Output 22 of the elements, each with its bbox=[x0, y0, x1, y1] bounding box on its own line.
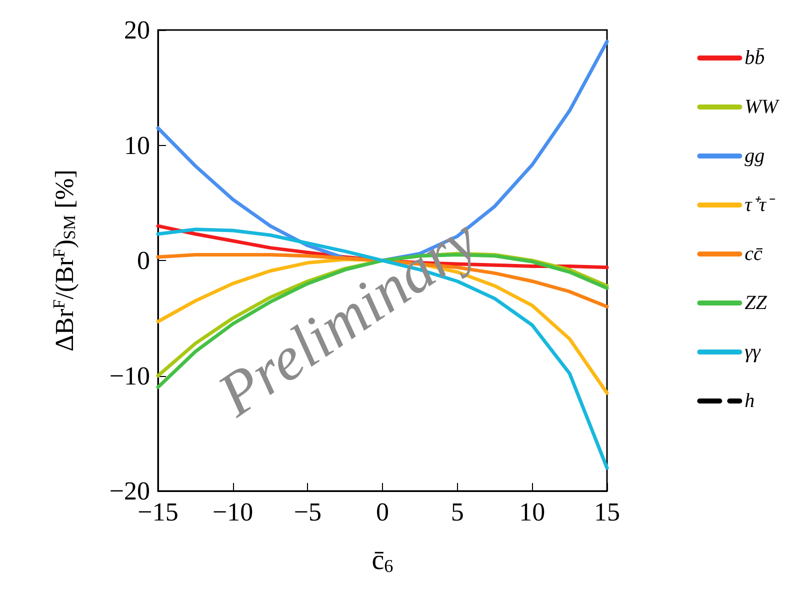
legend-label: h bbox=[744, 390, 755, 412]
legend-label: bb̄ bbox=[744, 47, 765, 69]
x-axis-title: c̄6 bbox=[372, 545, 394, 576]
legend-label: τ⁺τ⁻ bbox=[744, 194, 776, 216]
legend-label: WW bbox=[744, 96, 780, 118]
legend-label: γγ bbox=[744, 341, 762, 363]
y-tick-label: −20 bbox=[109, 476, 150, 506]
x-tick-label: 5 bbox=[450, 498, 464, 526]
x-tick-label: 10 bbox=[519, 498, 546, 526]
legend-label: ZZ bbox=[744, 292, 768, 314]
x-tick-label: −10 bbox=[212, 498, 254, 526]
y-tick-label: 10 bbox=[124, 130, 150, 160]
y-tick-label: −10 bbox=[109, 361, 150, 390]
line-series bbox=[156, 228, 609, 470]
y-tick-label: 20 bbox=[124, 16, 150, 44]
legend-label: gg bbox=[744, 145, 765, 167]
x-tick-label: 0 bbox=[376, 498, 389, 526]
x-tick-label: 15 bbox=[594, 498, 620, 526]
legend-label: cc̄ bbox=[744, 243, 763, 265]
x-tick-label: −5 bbox=[294, 498, 322, 526]
y-tick-label: 0 bbox=[137, 246, 150, 275]
y-axis-title: ΔBrF/(BrF)SM [%] bbox=[50, 170, 79, 352]
